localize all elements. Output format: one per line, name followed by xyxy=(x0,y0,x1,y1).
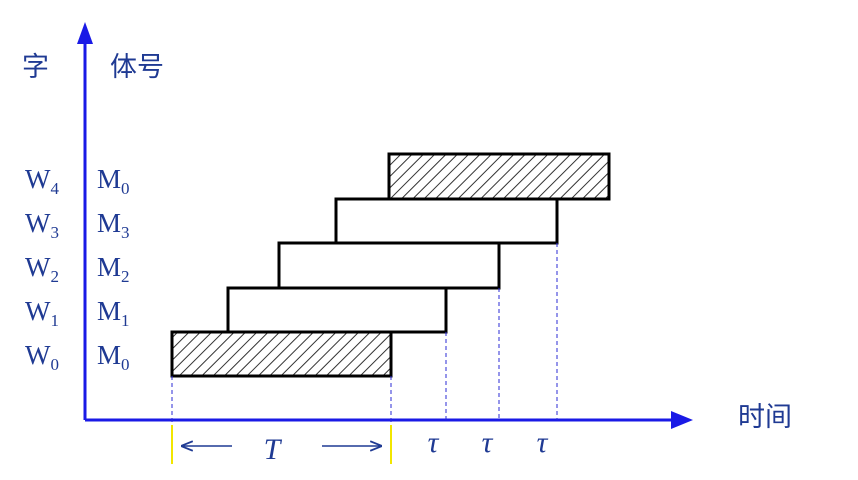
row-module-label: M0 xyxy=(97,340,130,374)
access-bars xyxy=(170,152,611,378)
row-module-label: M1 xyxy=(97,296,130,330)
row-module-label: M3 xyxy=(97,208,130,242)
row-module-label: M0 xyxy=(97,164,130,198)
access-bar-w2 xyxy=(277,241,501,290)
period-label: T xyxy=(264,433,283,466)
row-word-label: W1 xyxy=(25,296,59,330)
access-bar-w3 xyxy=(334,197,559,245)
tau-label-1: τ xyxy=(428,426,440,459)
y-title-word: 字 xyxy=(22,52,49,83)
row-word-label: W4 xyxy=(25,164,59,198)
row-word-label: W3 xyxy=(25,208,59,242)
row-module-label: M2 xyxy=(97,252,130,286)
access-bar-w4 xyxy=(387,152,611,201)
y-axis-arrow-icon xyxy=(77,22,93,44)
tau-label-3: τ xyxy=(537,426,549,459)
y-title-module: 体号 xyxy=(110,52,164,83)
x-title-time: 时间 xyxy=(738,402,792,433)
access-bar-w1 xyxy=(226,286,448,334)
row-word-label: W0 xyxy=(25,340,59,374)
tau-label-2: τ xyxy=(482,426,494,459)
row-word-label: W2 xyxy=(25,252,59,286)
row-labels: W0 M0 W1 M1 W2 M2 W3 M3 W4 M0 xyxy=(25,164,130,374)
x-axis-arrow-icon xyxy=(671,411,693,429)
access-bar-w0 xyxy=(170,330,393,378)
